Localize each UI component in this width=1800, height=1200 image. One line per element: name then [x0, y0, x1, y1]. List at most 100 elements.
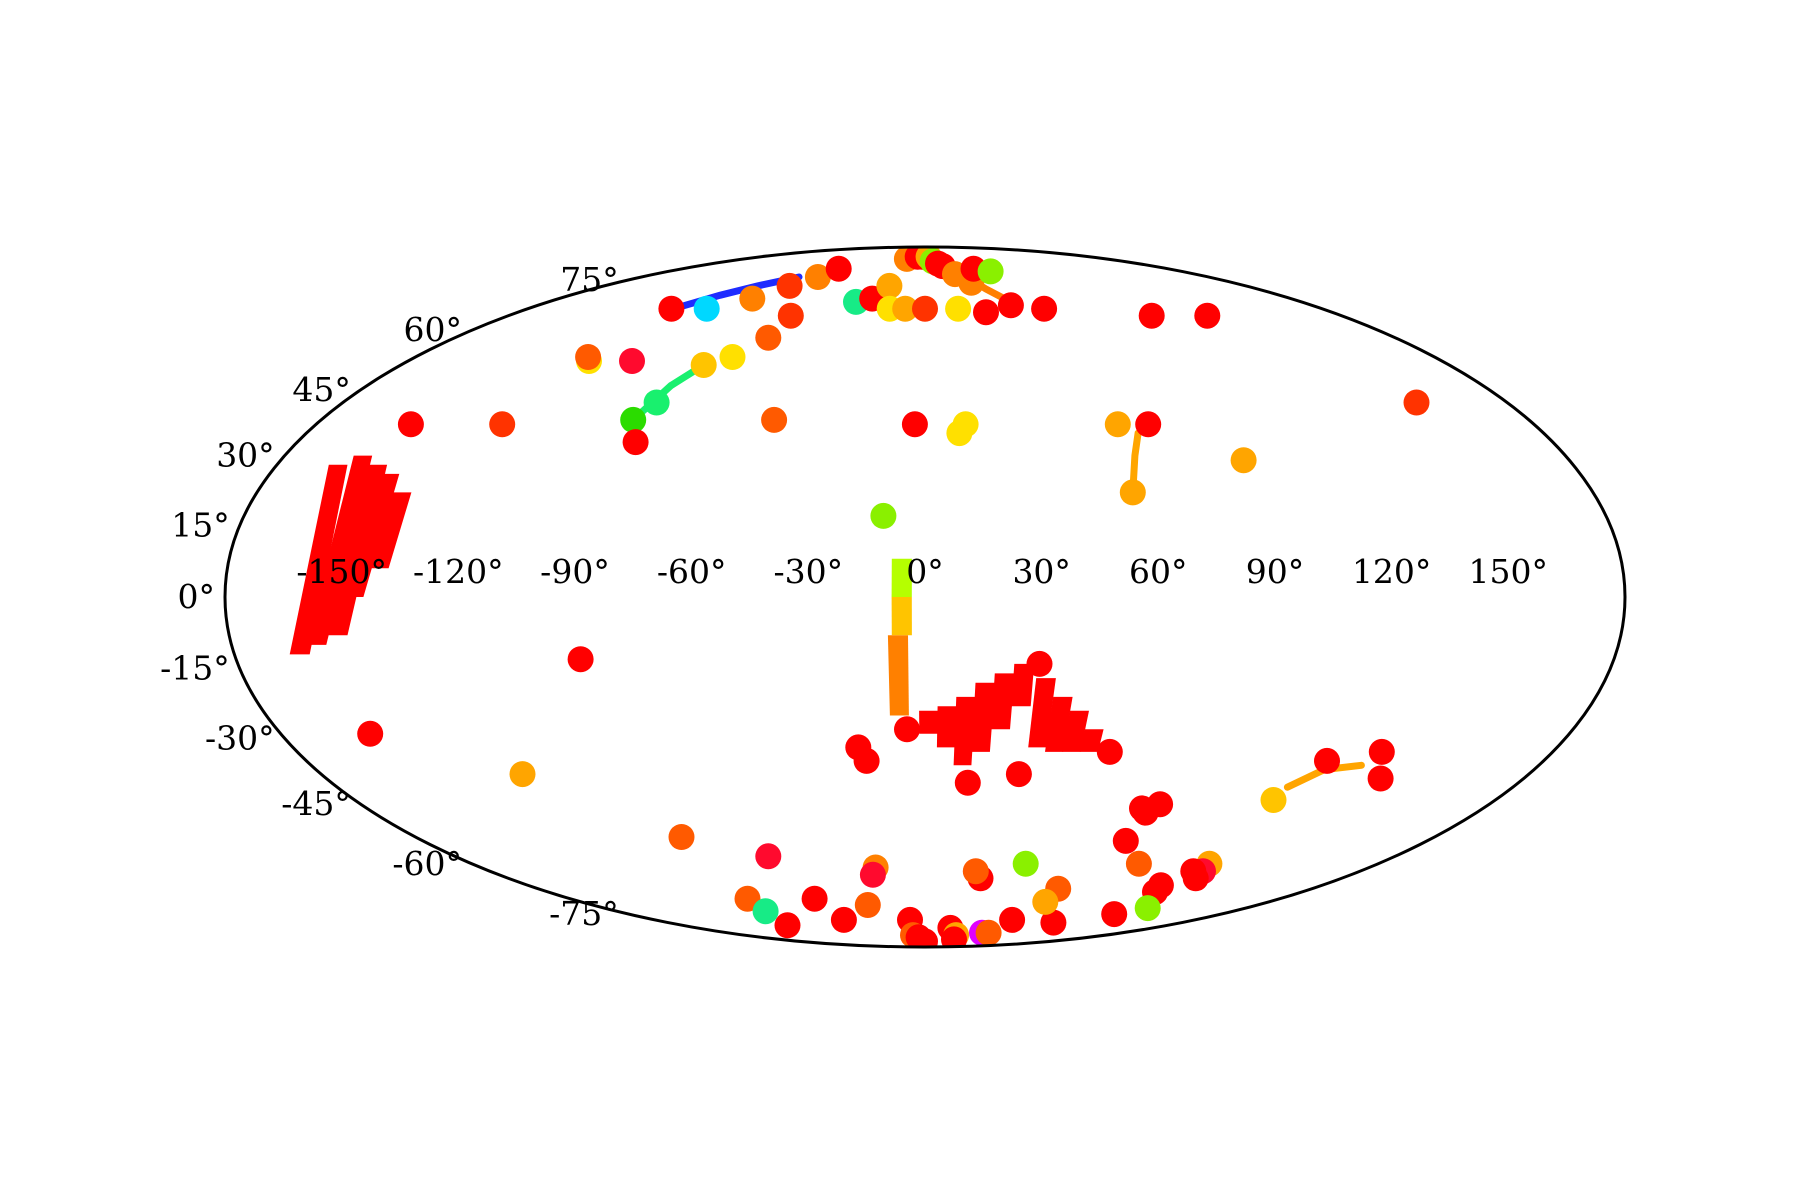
map-point-84	[1134, 895, 1161, 922]
map-point-92	[962, 858, 989, 885]
map-point-26	[774, 912, 801, 939]
map-block-6	[891, 597, 912, 636]
map-block-9	[936, 706, 957, 748]
map-point-47	[997, 292, 1024, 319]
map-point-22	[755, 843, 782, 870]
y-tick-label: 30°	[216, 436, 275, 475]
map-point-14	[755, 324, 782, 351]
y-tick-label: -30°	[205, 718, 275, 757]
map-point-5	[575, 344, 602, 370]
map-point-65	[954, 769, 981, 796]
x-tick-label: 150°	[1469, 552, 1549, 591]
map-block-13	[1011, 663, 1035, 707]
map-point-77	[1125, 850, 1152, 877]
map-point-90	[1012, 850, 1039, 877]
map-point-95	[854, 892, 881, 918]
map-block-11	[971, 682, 996, 752]
map-point-31	[876, 272, 903, 299]
map-point-83	[1182, 865, 1209, 892]
map-block-15	[1045, 696, 1073, 752]
map-point-51	[901, 411, 928, 438]
map-point-23	[668, 824, 695, 850]
map-point-44	[912, 295, 938, 322]
map-point-45	[945, 295, 972, 322]
x-tick-label: -90°	[540, 552, 610, 591]
map-point-68	[1096, 738, 1123, 765]
x-tick-label: -120°	[413, 552, 504, 591]
map-point-9	[619, 348, 645, 374]
map-point-56	[1135, 411, 1162, 438]
y-tick-label: -15°	[160, 649, 230, 688]
map-point-75	[1147, 791, 1174, 818]
map-point-28	[830, 906, 857, 933]
map-point-89	[999, 906, 1026, 933]
map-point-25	[752, 898, 779, 925]
map-point-66	[1005, 761, 1032, 788]
map-point-104	[975, 919, 1002, 946]
map-point-70	[1314, 747, 1340, 774]
map-point-3	[509, 761, 536, 788]
outline-layer	[223, 245, 1627, 949]
map-point-10	[776, 272, 803, 299]
map-point-11	[804, 264, 831, 290]
map-point-102	[941, 926, 967, 947]
map-point-60	[1194, 302, 1221, 329]
map-point-0	[397, 411, 424, 438]
map-point-64	[894, 716, 920, 743]
tick-layer: -150° -120° -90° -60° -30° 0° 30° 60° 90° 120° 150…	[160, 260, 1548, 933]
x-tick-label: 0°	[906, 552, 944, 591]
map-point-6	[658, 295, 685, 322]
y-tick-label: -60°	[392, 844, 462, 883]
y-tick-label: -45°	[281, 784, 351, 823]
x-tick-label: -30°	[773, 552, 843, 591]
x-tick-label: 90°	[1246, 552, 1305, 591]
map-point-12	[825, 255, 852, 282]
map-block-7	[891, 558, 912, 597]
map-point-7	[693, 295, 720, 322]
map-point-57	[1119, 479, 1146, 506]
map-point-13	[777, 302, 804, 329]
x-tick-label: -150°	[296, 552, 387, 591]
map-block-12	[991, 673, 1015, 730]
y-tick-label: 0°	[178, 577, 216, 616]
x-tick-label: 60°	[1129, 552, 1188, 591]
map-track-1	[629, 361, 708, 424]
map-point-82	[1147, 872, 1174, 899]
y-tick-label: 45°	[292, 370, 351, 409]
map-block-10	[953, 696, 976, 766]
map-point-20	[761, 406, 788, 433]
y-tick-label: 75°	[560, 260, 619, 299]
map-point-59	[1138, 302, 1165, 329]
map-block-3	[343, 473, 400, 597]
map-outline	[223, 245, 1627, 949]
map-point-2	[357, 720, 384, 747]
map-point-17	[643, 389, 670, 416]
x-tick-label: 120°	[1352, 552, 1432, 591]
map-point-63	[853, 747, 880, 774]
map-point-46	[973, 299, 999, 326]
map-point-19	[622, 429, 649, 456]
map-point-16	[690, 352, 717, 378]
map-block-17	[1079, 729, 1104, 752]
map-point-24	[734, 885, 761, 912]
map-point-71	[1368, 738, 1395, 765]
map-layer	[289, 247, 1430, 947]
y-tick-label: 15°	[171, 505, 230, 544]
map-point-94	[859, 861, 886, 888]
map-point-76	[1112, 827, 1139, 854]
map-block-1	[306, 455, 373, 645]
map-point-1	[489, 411, 516, 438]
map-point-21	[567, 646, 594, 673]
map-point-53	[946, 420, 973, 447]
map-block-14	[1028, 678, 1056, 748]
y-tick-label: -75°	[549, 894, 619, 933]
x-tick-label: 30°	[1012, 552, 1071, 591]
map-block-4	[368, 492, 412, 569]
map-point-27	[801, 885, 828, 912]
map-point-48	[1031, 295, 1058, 322]
map-block-0	[289, 464, 348, 655]
map-point-88	[1032, 888, 1059, 915]
map-point-99	[912, 928, 938, 947]
map-block-5	[887, 635, 909, 716]
